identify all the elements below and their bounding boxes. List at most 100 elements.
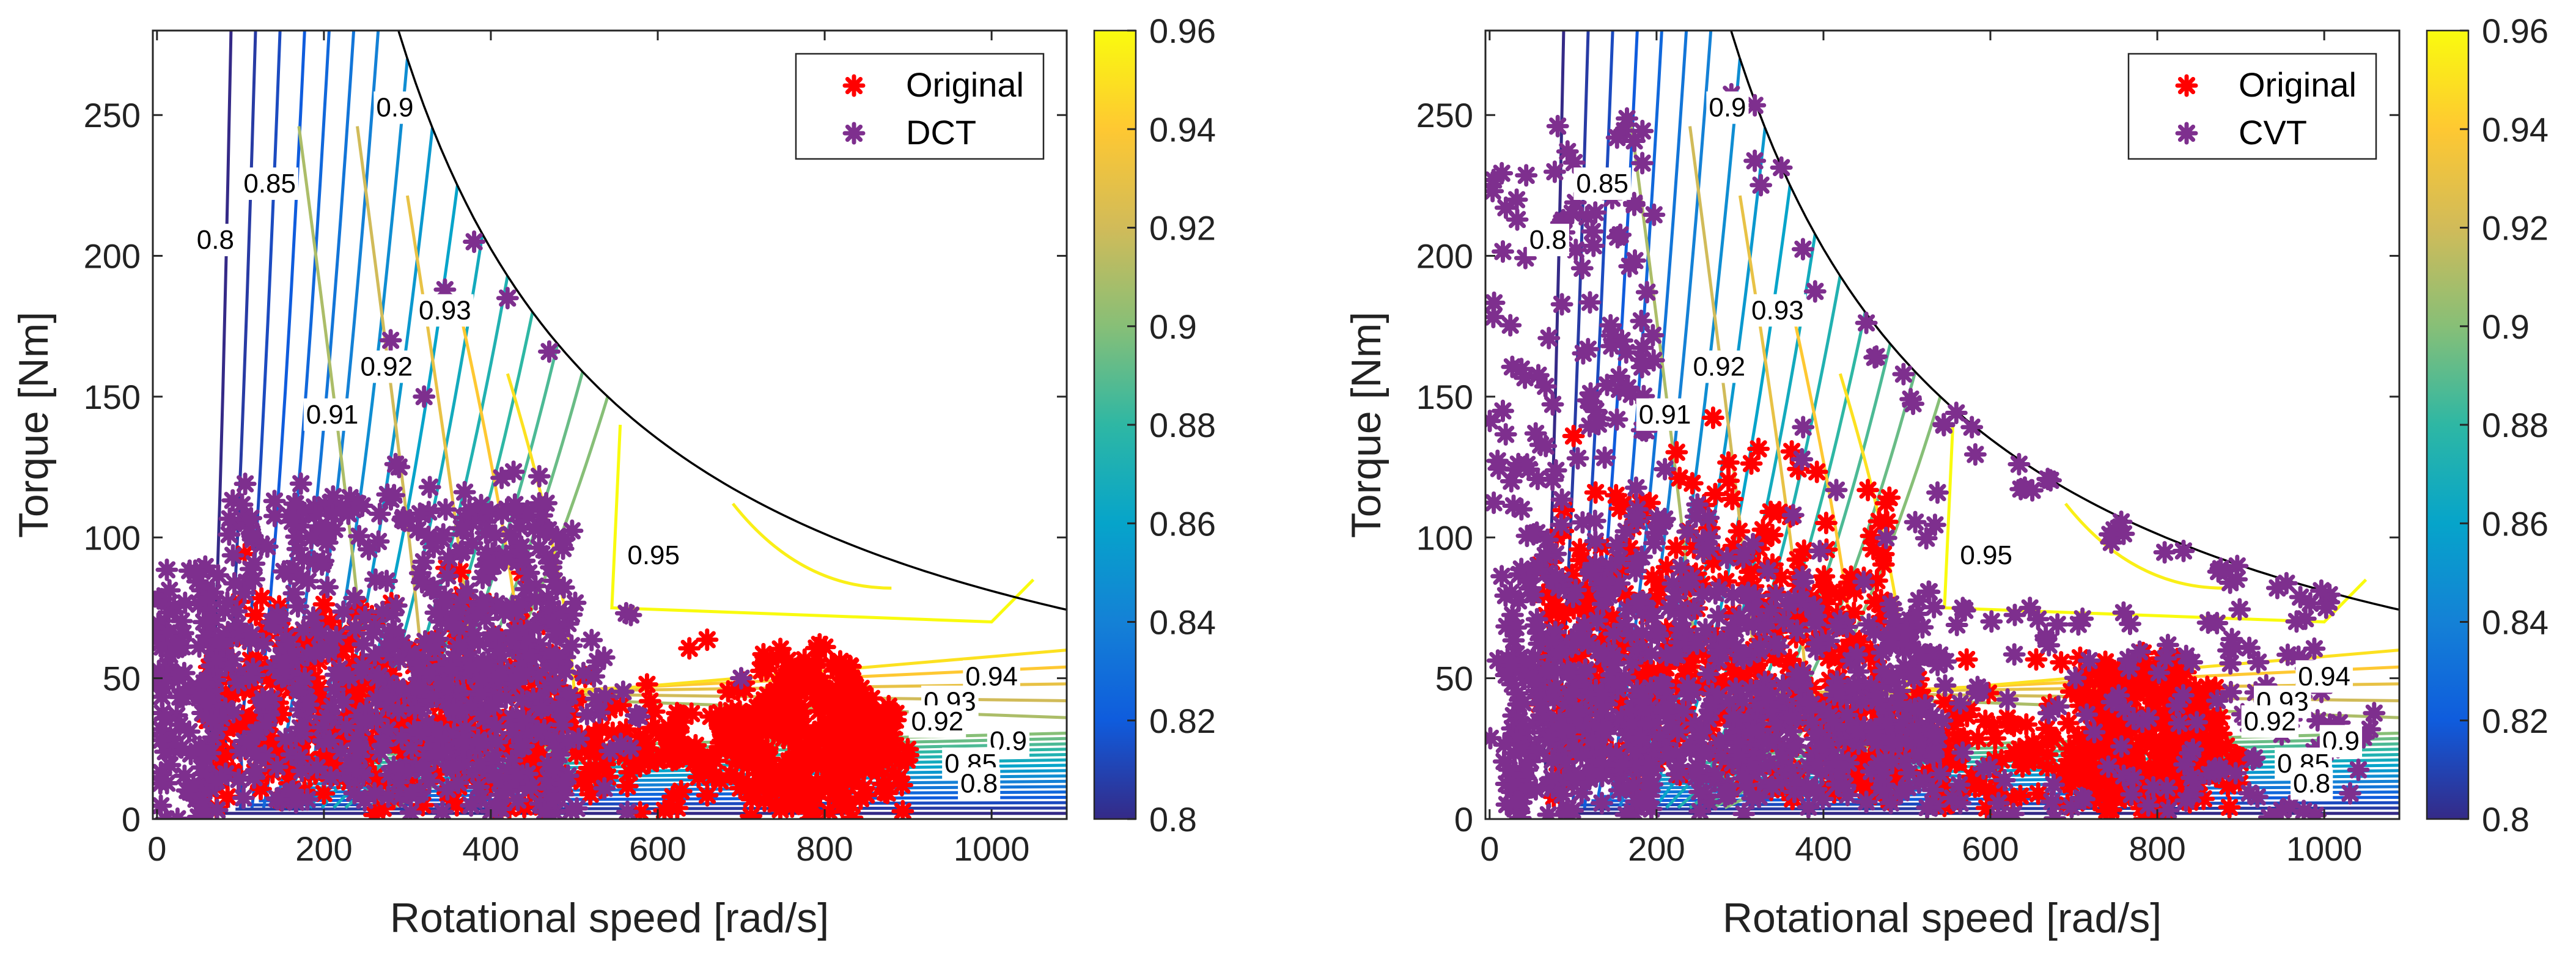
dct-point <box>287 647 310 670</box>
cvt-point <box>1902 392 1925 416</box>
cvt-point <box>1882 730 1905 754</box>
cvt-point <box>1564 238 1588 262</box>
original-point <box>835 730 858 753</box>
cvt-point <box>1753 616 1776 639</box>
cvt-point <box>1654 458 1677 481</box>
cvt-point <box>1734 774 1757 797</box>
dct-point <box>417 525 440 548</box>
dct-point <box>474 732 497 755</box>
original-point <box>760 754 783 777</box>
cvt-point <box>1894 749 1917 773</box>
dct-point <box>424 638 447 661</box>
original-point <box>2011 755 2034 778</box>
original-point <box>363 765 386 788</box>
dct-point <box>517 561 540 584</box>
original-point <box>828 771 852 794</box>
original-point <box>803 686 826 710</box>
original-point <box>211 747 234 770</box>
cvt-point <box>1779 707 1802 730</box>
dct-point <box>449 590 472 614</box>
dct-point <box>216 620 240 644</box>
original-point <box>1747 437 1770 460</box>
original-point <box>1990 749 2013 772</box>
contour-label-bg <box>303 398 361 431</box>
cvt-point <box>1886 721 1909 744</box>
colorbar-tick-label: 0.82 <box>2482 702 2548 740</box>
dct-point <box>439 657 462 680</box>
original-point <box>292 637 315 660</box>
original-point <box>584 765 608 788</box>
original-point <box>813 636 836 659</box>
dct-point <box>495 779 518 803</box>
cvt-point <box>1591 683 1614 706</box>
cvt-point <box>1563 766 1586 790</box>
dct-point <box>411 759 435 782</box>
cvt-point <box>1573 658 1597 682</box>
cvt-point <box>1591 592 1614 615</box>
colorbar: 0.8 0.82 0.84 0.86 0.88 0.9 0.92 0.94 0.96 <box>2426 12 2548 839</box>
cvt-point <box>1707 649 1730 672</box>
cvt-point <box>2247 650 2270 674</box>
cvt-point <box>1929 762 1952 785</box>
contour-label-text: 0.8 <box>197 225 234 255</box>
original-point <box>1634 668 1657 691</box>
dct-point <box>467 631 490 655</box>
original-point <box>2141 688 2165 711</box>
dct-point <box>343 770 366 792</box>
original-point <box>1562 597 1585 620</box>
cvt-point <box>2185 711 2209 734</box>
original-point <box>380 663 403 686</box>
dct-point <box>522 616 545 639</box>
cvt-point <box>1720 617 1743 640</box>
cvt-point <box>1657 744 1680 768</box>
dct-point <box>367 530 390 553</box>
cvt-point <box>1495 664 1518 686</box>
dct-point <box>237 666 260 689</box>
original-point <box>2204 676 2227 699</box>
cvt-point <box>1736 710 1759 733</box>
dct-point <box>442 648 465 671</box>
cvt-point <box>1993 769 2016 792</box>
dct-point <box>202 655 225 678</box>
original-point <box>751 652 775 675</box>
cvt-point <box>1771 746 1794 769</box>
dct-point <box>348 737 372 760</box>
original-point <box>1967 727 1990 751</box>
original-point <box>2142 671 2165 694</box>
dct-point <box>241 524 264 548</box>
cvt-point <box>1502 629 1525 652</box>
original-point <box>246 647 269 670</box>
colorbar-tick-label: 0.92 <box>1149 209 1216 248</box>
original-point <box>1931 775 1954 798</box>
cvt-point <box>1891 630 1914 653</box>
original-point <box>1784 683 1808 706</box>
dct-point <box>488 639 511 662</box>
cvt-point <box>1593 571 1616 595</box>
contour-label: 0.92 <box>1690 350 1748 383</box>
cvt-point <box>1517 569 1540 592</box>
original-point <box>719 763 742 786</box>
original-point <box>312 593 336 616</box>
dct-point <box>388 648 411 671</box>
original-point <box>874 733 897 757</box>
dct-point <box>343 586 366 609</box>
original-point <box>1722 534 1745 557</box>
cvt-point <box>1872 660 1895 683</box>
original-point <box>1545 526 1568 549</box>
dct-point <box>484 524 507 547</box>
original-point <box>1713 672 1737 695</box>
cvt-point <box>1904 652 1927 675</box>
cvt-point <box>2046 613 2069 636</box>
contour-label-bg <box>358 350 416 383</box>
original-point <box>896 738 919 761</box>
original-point <box>239 707 262 730</box>
cvt-point <box>2314 596 2338 619</box>
original-point <box>1717 451 1740 474</box>
cvt-point <box>1806 632 1829 655</box>
x-tick-label: 200 <box>1628 829 1685 868</box>
efficiency-contour-line <box>2064 502 2225 590</box>
original-point <box>1601 606 1624 629</box>
original-point <box>802 655 825 678</box>
original-point <box>829 650 852 673</box>
dct-point <box>453 752 476 776</box>
